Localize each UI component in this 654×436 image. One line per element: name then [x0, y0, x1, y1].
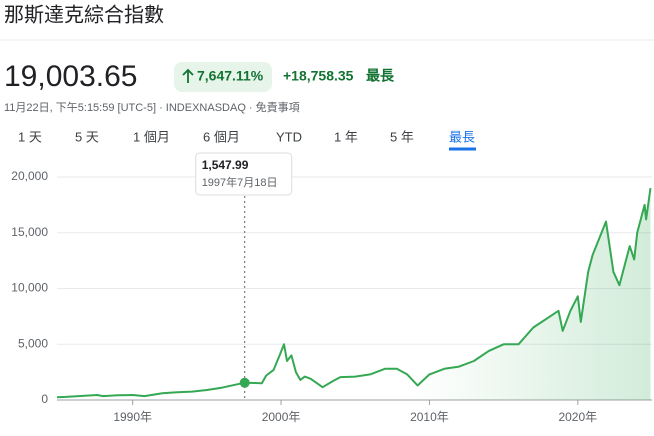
y-tick-label: 10,000	[11, 281, 48, 295]
tab[interactable]: 6 個月	[203, 129, 240, 144]
period: 最長	[366, 68, 395, 84]
change-pill	[174, 62, 272, 92]
tab[interactable]: 5 天	[75, 129, 99, 144]
y-tick-label: 20,000	[11, 169, 48, 183]
up-arrow	[182, 68, 194, 83]
area	[57, 188, 651, 400]
tab[interactable]: 5 年	[390, 129, 414, 144]
change: +18,758.35	[283, 68, 354, 84]
tabs: 1 天 5 天 1 個月 6 個月 YTD 1 年 5 年 最長	[18, 129, 475, 144]
tooltip-box	[195, 152, 293, 196]
price: 19,003.65	[4, 60, 137, 93]
title: 那斯達克綜合指數	[4, 3, 164, 26]
y-tick-label: 15,000	[11, 225, 48, 239]
tab[interactable]: 1 年	[334, 129, 358, 144]
x-tick-label: 2010年	[410, 410, 449, 424]
x-tick-label: 1990年	[113, 410, 152, 424]
y-tick-label: 0	[41, 392, 48, 406]
tab[interactable]: 最長	[449, 129, 475, 144]
change-percent: 7,647.11%	[197, 68, 264, 84]
x-tick-label: 2020年	[558, 410, 597, 424]
tooltip-value: 1,547.99	[202, 158, 249, 172]
tab[interactable]: 1 天	[18, 129, 42, 144]
x-tick-label: 2000年	[262, 410, 301, 424]
meta: 11月22日, 下午5:15:59 [UTC-5] · INDEXNASDAQ …	[4, 100, 300, 114]
chart: 0 5,000 10,000 15,000 20,000 1990年 2000年 2010年 2…	[11, 152, 652, 424]
tab[interactable]: YTD	[276, 129, 302, 144]
y-tick-label: 5,000	[18, 336, 48, 350]
hover-point	[239, 377, 250, 388]
line	[56, 187, 652, 399]
tab[interactable]: 1 個月	[133, 129, 170, 144]
tooltip-date: 1997年7月18日	[202, 175, 278, 189]
